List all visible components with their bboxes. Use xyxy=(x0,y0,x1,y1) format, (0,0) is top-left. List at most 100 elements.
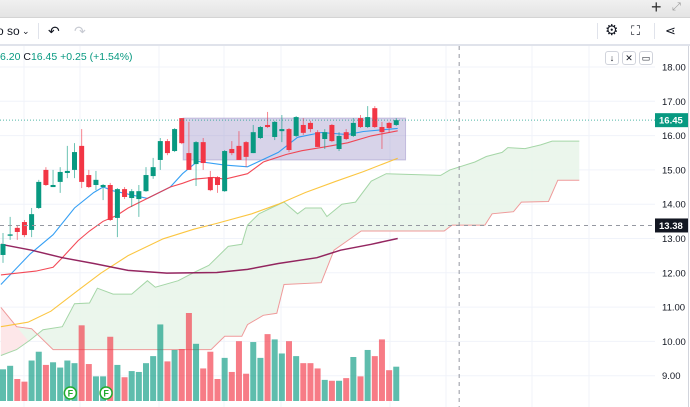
candle-up xyxy=(93,179,99,185)
cloud-span-b xyxy=(0,179,580,351)
volume-bar xyxy=(278,353,285,401)
reset-scale-button[interactable]: ▭ xyxy=(639,51,653,65)
volume-bar xyxy=(171,349,178,401)
candle-down xyxy=(372,108,378,128)
moving-averages xyxy=(0,127,398,328)
candle-down xyxy=(179,118,185,144)
legend-close-label: C xyxy=(23,51,31,63)
volume-bar xyxy=(221,357,228,401)
volume-bar xyxy=(14,379,21,401)
redo-icon[interactable]: ↷ xyxy=(74,23,86,39)
candle-down xyxy=(21,222,27,236)
price-axis[interactable]: 18.00 17.00 16.00 15.00 14.00 13.00 12.00 11.00… xyxy=(655,46,690,407)
volume-bar xyxy=(200,368,207,401)
volume-bar xyxy=(193,343,200,401)
candle-up xyxy=(29,214,35,230)
volume-bar xyxy=(128,371,135,401)
cloud-span-a xyxy=(0,140,580,356)
volume-bar xyxy=(257,357,264,401)
plus-icon[interactable]: + xyxy=(651,0,662,17)
volume-bars xyxy=(0,313,400,401)
candles xyxy=(0,106,399,263)
volume-bar xyxy=(300,363,307,401)
mid-ma-line xyxy=(0,130,398,276)
toolbar-divider xyxy=(654,23,655,39)
earnings-marker-icon xyxy=(99,386,113,400)
volume-bar xyxy=(307,363,314,401)
candle-down xyxy=(286,129,292,151)
candle-up xyxy=(36,181,42,208)
chevron-down-icon[interactable]: ⌄ xyxy=(22,26,30,36)
price-tick-label: 13.00 xyxy=(662,234,686,245)
candle-up xyxy=(136,191,142,200)
volume-bar xyxy=(350,357,357,401)
candle-down xyxy=(236,145,242,160)
legend-low-value: 6.20 xyxy=(0,51,21,63)
candle-up xyxy=(72,152,77,170)
fast-ma-line xyxy=(0,127,398,285)
auto-scale-button[interactable]: ✕ xyxy=(622,51,636,65)
volume-bar xyxy=(228,371,235,401)
candle-down xyxy=(164,141,170,154)
volume-bar xyxy=(164,361,171,401)
legend-close-value: 16.45 xyxy=(30,51,58,63)
legend-change-pct: (+1.54%) xyxy=(89,51,133,63)
volume-bar xyxy=(271,339,278,401)
candle-down xyxy=(229,148,235,154)
candle-up xyxy=(150,167,156,177)
candle-down xyxy=(329,124,335,142)
volume-bar xyxy=(92,376,99,401)
candle-up xyxy=(50,184,56,188)
volume-bar xyxy=(185,313,192,401)
volume-bar xyxy=(50,362,57,401)
volume-bar xyxy=(114,364,121,401)
crosshair xyxy=(0,46,655,407)
volume-bar xyxy=(314,368,321,401)
gear-icon[interactable]: ⚙ xyxy=(605,22,619,39)
candle-up xyxy=(257,127,263,139)
volume-bar xyxy=(235,341,242,401)
candle-down xyxy=(300,124,306,133)
scroll-to-latest-button[interactable]: ↓ xyxy=(605,51,619,65)
volume-bar xyxy=(7,365,14,401)
candle-up xyxy=(114,189,120,218)
toolbar-divider xyxy=(597,23,598,39)
candle-up xyxy=(64,170,70,173)
candle-down xyxy=(107,184,113,220)
toolbar-divider xyxy=(38,23,39,39)
candle-down xyxy=(379,127,385,133)
volume-bar xyxy=(343,378,350,401)
volume-bar xyxy=(328,380,335,401)
candle-up xyxy=(322,132,328,140)
volume-bar xyxy=(386,370,393,401)
volume-bar xyxy=(78,325,85,401)
candle-down xyxy=(265,124,271,128)
candle-down xyxy=(243,142,249,157)
symbol-selector[interactable]: o so xyxy=(0,24,20,38)
candle-down xyxy=(358,118,363,128)
candle-up xyxy=(293,117,299,136)
candle-down xyxy=(14,227,20,232)
crosshair-price-label: 13.38 xyxy=(659,221,683,232)
candle-up xyxy=(250,132,256,154)
share-icon[interactable]: ⋖ xyxy=(665,23,676,38)
volume-bar xyxy=(35,351,42,401)
volume-bar xyxy=(286,341,292,401)
volume-bar xyxy=(378,339,385,401)
volume-bar xyxy=(393,366,400,401)
undo-icon[interactable]: ↶ xyxy=(48,23,60,39)
ichimoku-cloud xyxy=(0,140,580,356)
volume-bar xyxy=(64,360,71,401)
fullscreen-icon[interactable]: ⛶ xyxy=(631,23,641,38)
price-tick-label: 15.00 xyxy=(662,165,686,176)
volume-bar xyxy=(371,356,378,401)
candle-up xyxy=(193,142,199,165)
price-tick-label: 10.00 xyxy=(662,337,686,348)
candle-up xyxy=(7,234,13,236)
volume-bar xyxy=(264,334,271,401)
expand-icon[interactable]: ⤢ xyxy=(672,1,681,13)
volume-bar xyxy=(107,336,114,401)
crosshair-price-badge xyxy=(655,218,688,233)
cloud-fill-bullish xyxy=(0,141,580,356)
